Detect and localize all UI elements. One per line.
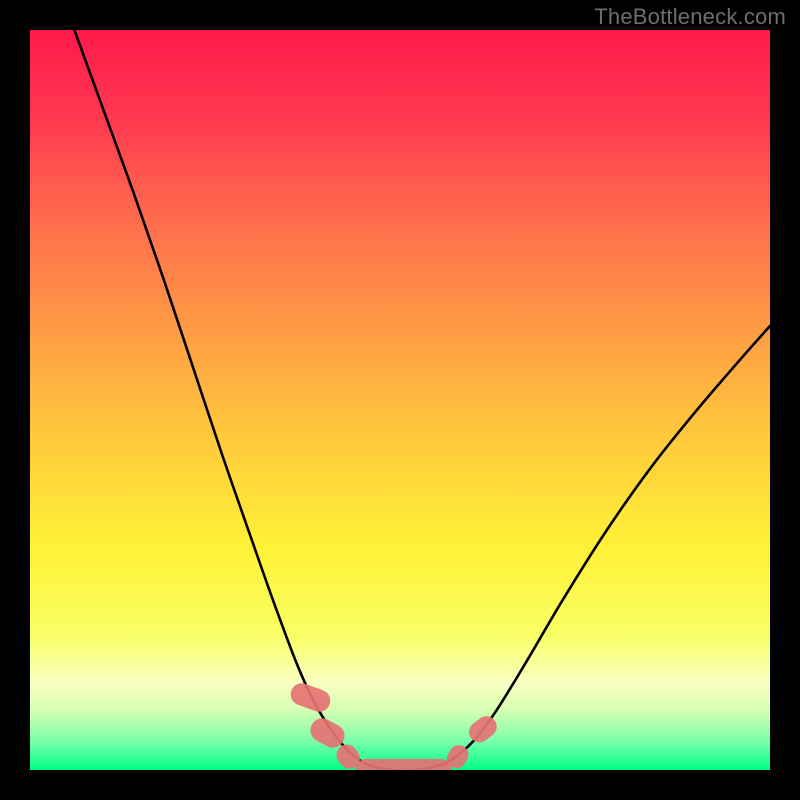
bottleneck-chart: TheBottleneck.com	[0, 0, 800, 800]
curve-marker	[465, 712, 501, 747]
watermark-text: TheBottleneck.com	[594, 4, 786, 30]
curve-marker	[356, 759, 452, 780]
curve-marker	[288, 680, 334, 715]
curve-layer	[0, 0, 800, 800]
bottleneck-curve	[74, 30, 770, 770]
